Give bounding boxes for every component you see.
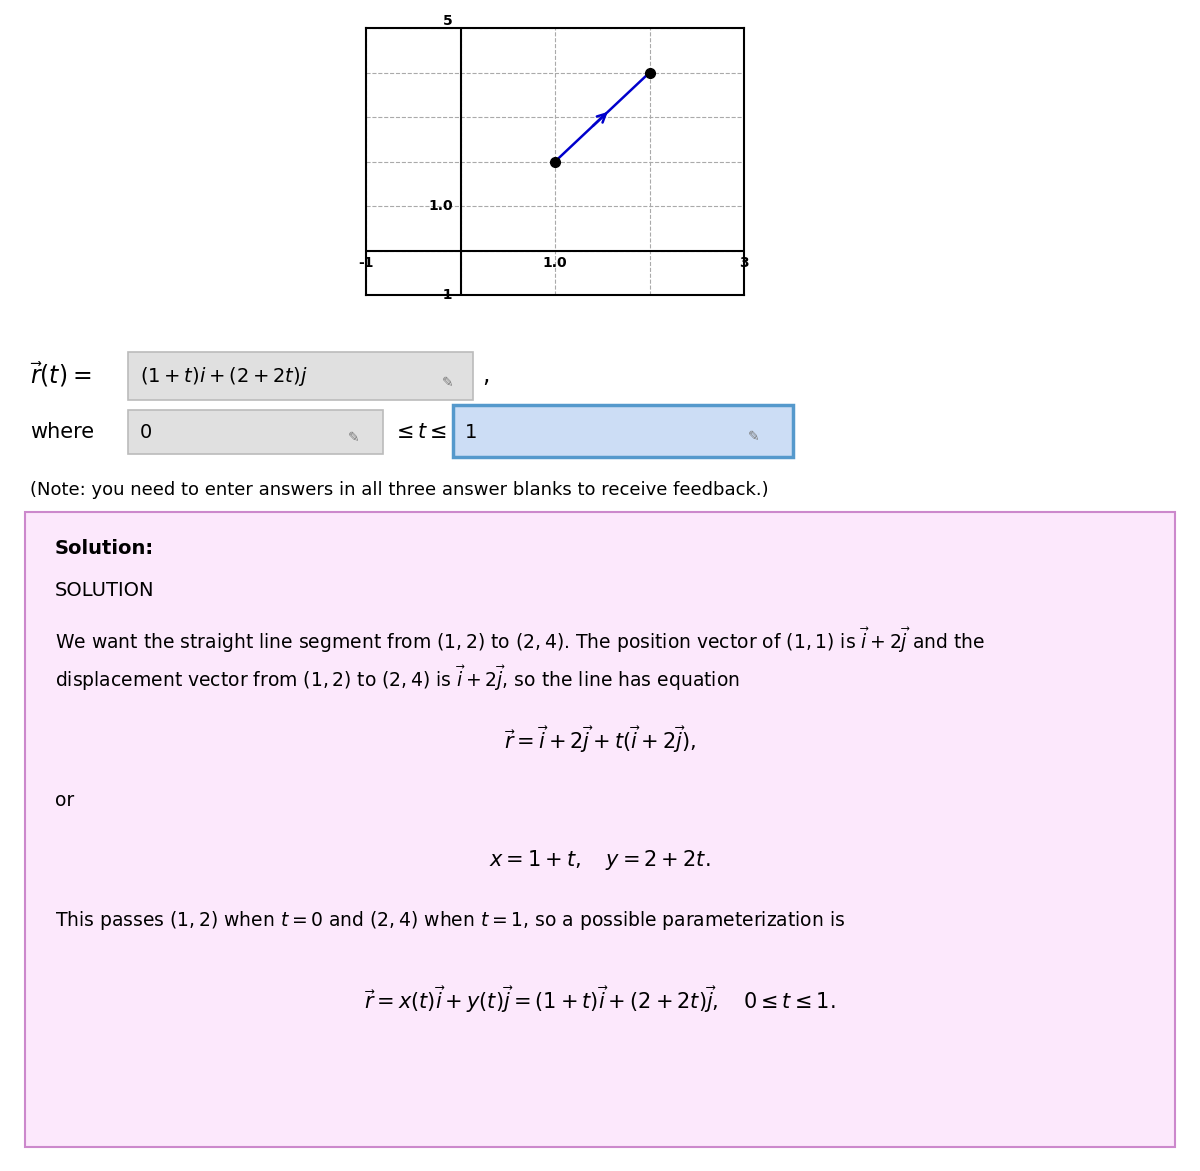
Text: We want the straight line segment from $(1, 2)$ to $(2, 4)$. The position vector: We want the straight line segment from $… xyxy=(55,625,985,655)
Text: (Note: you need to enter answers in all three answer blanks to receive feedback.: (Note: you need to enter answers in all … xyxy=(30,481,769,499)
Text: 5: 5 xyxy=(443,14,452,28)
Text: ,: , xyxy=(482,363,490,386)
Text: Solution:: Solution: xyxy=(55,539,154,557)
Text: where: where xyxy=(30,422,94,441)
Text: ✎: ✎ xyxy=(442,376,454,390)
Text: 1: 1 xyxy=(466,423,478,441)
Text: 1.0: 1.0 xyxy=(428,199,452,213)
Text: $x = 1 + t, \quad y = 2 + 2t.$: $x = 1 + t, \quad y = 2 + 2t.$ xyxy=(490,848,710,872)
Text: $\vec{r}(t) =$: $\vec{r}(t) =$ xyxy=(30,361,91,390)
FancyBboxPatch shape xyxy=(25,512,1175,1148)
FancyBboxPatch shape xyxy=(128,410,383,454)
Text: ✎: ✎ xyxy=(348,431,360,445)
Text: displacement vector from $(1, 2)$ to $(2, 4)$ is $\vec{i} + 2\vec{j}$, so the li: displacement vector from $(1, 2)$ to $(2… xyxy=(55,664,740,692)
Text: 0: 0 xyxy=(140,423,152,441)
Text: $\vec{r} = x(t)\vec{i} + y(t)\vec{j} = (1+t)\vec{i} + (2+2t)\vec{j}, \quad 0 \le: $\vec{r} = x(t)\vec{i} + y(t)\vec{j} = (… xyxy=(365,985,835,1015)
Text: $(1+t)i+(2+2t)j$: $(1+t)i+(2+2t)j$ xyxy=(140,364,307,388)
FancyBboxPatch shape xyxy=(128,352,473,400)
Text: or: or xyxy=(55,790,74,809)
Text: $\vec{r} = \vec{i} + 2\vec{j} + t(\vec{i} + 2\vec{j}),$: $\vec{r} = \vec{i} + 2\vec{j} + t(\vec{i… xyxy=(504,725,696,755)
Text: ✎: ✎ xyxy=(748,430,760,444)
Text: SOLUTION: SOLUTION xyxy=(55,581,155,600)
Text: -1: -1 xyxy=(438,288,452,302)
Text: $\leq t \leq$: $\leq t \leq$ xyxy=(392,422,448,441)
Text: This passes $(1, 2)$ when $t = 0$ and $(2, 4)$ when $t = 1$, so a possible param: This passes $(1, 2)$ when $t = 0$ and $(… xyxy=(55,909,845,931)
Text: 3: 3 xyxy=(739,256,749,271)
FancyBboxPatch shape xyxy=(454,405,793,457)
Text: -1: -1 xyxy=(359,256,373,271)
Text: 1.0: 1.0 xyxy=(542,256,568,271)
